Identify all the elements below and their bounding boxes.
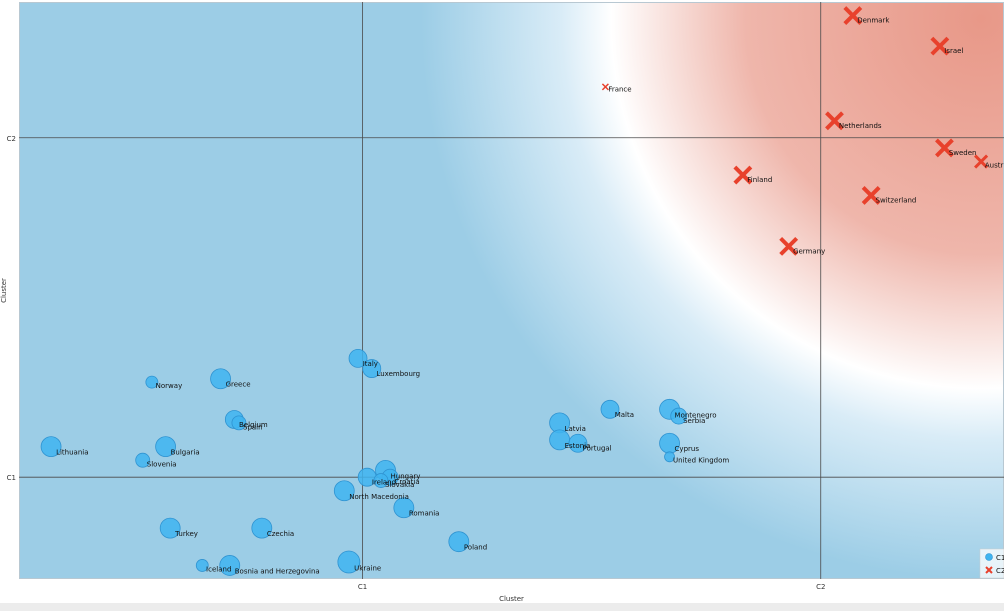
point-c2: [974, 154, 989, 169]
y-tick-label: C1: [7, 474, 16, 482]
point-c1: [195, 559, 209, 572]
cross-stroke: [985, 566, 993, 574]
point-c1: [145, 375, 159, 389]
data-labels: Italy Luxembourg Norway Greece Malta Monteneg…: [56, 17, 1004, 576]
cross-stroke: [733, 165, 753, 185]
point-label: Italy: [363, 360, 378, 368]
point-c1: [373, 473, 389, 488]
legend-label: C1: [996, 554, 1004, 562]
point-c1: [219, 555, 241, 576]
y-axis-label: Cluster: [0, 278, 8, 303]
y-tick-label: C2: [7, 135, 16, 143]
point-c2: [779, 236, 799, 256]
legend-box: [979, 548, 1004, 579]
point-label: Finland: [747, 176, 772, 184]
point-label: Sweden: [949, 149, 977, 157]
point-label: Slovenia: [147, 461, 177, 469]
point-c1: [135, 452, 151, 468]
x-tick-label: C1: [358, 583, 367, 591]
point-label: Austria: [985, 162, 1004, 170]
point-c1: [337, 550, 361, 574]
point-label: Malta: [615, 411, 634, 419]
point-label: Serbia: [683, 417, 705, 425]
point-label: Portugal: [583, 445, 612, 453]
point-label: United Kingdom: [673, 456, 729, 464]
point-c2: [935, 138, 954, 158]
point-label: Lithuania: [56, 449, 88, 457]
point-c1: [568, 433, 588, 453]
cross-stroke: [930, 36, 950, 56]
point-label: Cyprus: [675, 445, 700, 453]
point-c1: [155, 436, 177, 458]
point-label: Poland: [464, 544, 487, 552]
point-label: Slovakia: [385, 481, 414, 489]
bottom-strip: [0, 603, 1004, 611]
point-label: Denmark: [857, 17, 890, 25]
cross-stroke: [779, 236, 799, 256]
point-label: Greece: [226, 381, 251, 389]
point-label: Norway: [156, 382, 183, 390]
point-c1: [251, 517, 273, 539]
point-label: Belgium: [239, 421, 268, 429]
legend: C1 C2: [979, 548, 1004, 579]
point-c2: [825, 111, 844, 131]
point-label: Montenegro: [675, 411, 717, 419]
cross-stroke: [843, 6, 863, 25]
point-label: Romania: [409, 510, 440, 518]
point-label: Bosnia and Herzegovina: [235, 567, 320, 575]
point-label: Estonia: [565, 442, 591, 450]
point-c2: [861, 186, 881, 205]
cross-stroke: [825, 111, 844, 131]
point-c1: [600, 399, 620, 419]
point-c1: [210, 368, 231, 390]
point-c2: [733, 165, 753, 185]
classification-region-background: [19, 2, 1004, 579]
cross-stroke: [601, 83, 609, 91]
point-label: Czechia: [267, 530, 294, 538]
point-c2: [601, 83, 609, 91]
cross-stroke: [861, 186, 881, 205]
point-c2: [843, 6, 863, 25]
cross-stroke: [935, 138, 954, 158]
point-label: Netherlands: [839, 122, 882, 130]
point-c1: [333, 480, 355, 502]
cross-stroke: [974, 154, 989, 169]
point-label: Ukraine: [354, 565, 381, 573]
point-c1: [348, 348, 368, 368]
point-label: France: [608, 85, 631, 93]
point-label: Israel: [944, 47, 963, 55]
point-label: Germany: [793, 247, 825, 255]
point-c1: [664, 451, 675, 463]
point-label: Bulgaria: [171, 449, 200, 457]
point-label: Switzerland: [876, 196, 917, 204]
data-points: [40, 6, 989, 576]
point-c1: [362, 359, 382, 378]
point-label: North Macedonia: [349, 493, 409, 501]
point-c1: [159, 517, 181, 539]
point-c1: [448, 531, 470, 553]
point-label: Hungary: [391, 472, 421, 480]
point-label: Turkey: [174, 530, 198, 538]
point-label: Iceland: [206, 565, 231, 573]
point-c2: [930, 36, 950, 56]
point-c1: [40, 436, 62, 458]
point-label: Latvia: [565, 425, 586, 433]
point-c1: [393, 497, 415, 519]
x-tick-label: C2: [816, 583, 825, 591]
legend-label: C2: [996, 567, 1004, 575]
legend-marker-c2: [985, 566, 993, 574]
x-axis-label: Cluster: [499, 595, 524, 603]
point-c1: [231, 415, 247, 431]
point-c1: [670, 407, 688, 425]
point-label: Spain: [243, 423, 263, 431]
point-label: Croatia: [394, 478, 419, 486]
legend-marker-c1: [985, 553, 993, 561]
point-label: Ireland: [372, 479, 396, 487]
point-label: Luxembourg: [376, 370, 420, 378]
